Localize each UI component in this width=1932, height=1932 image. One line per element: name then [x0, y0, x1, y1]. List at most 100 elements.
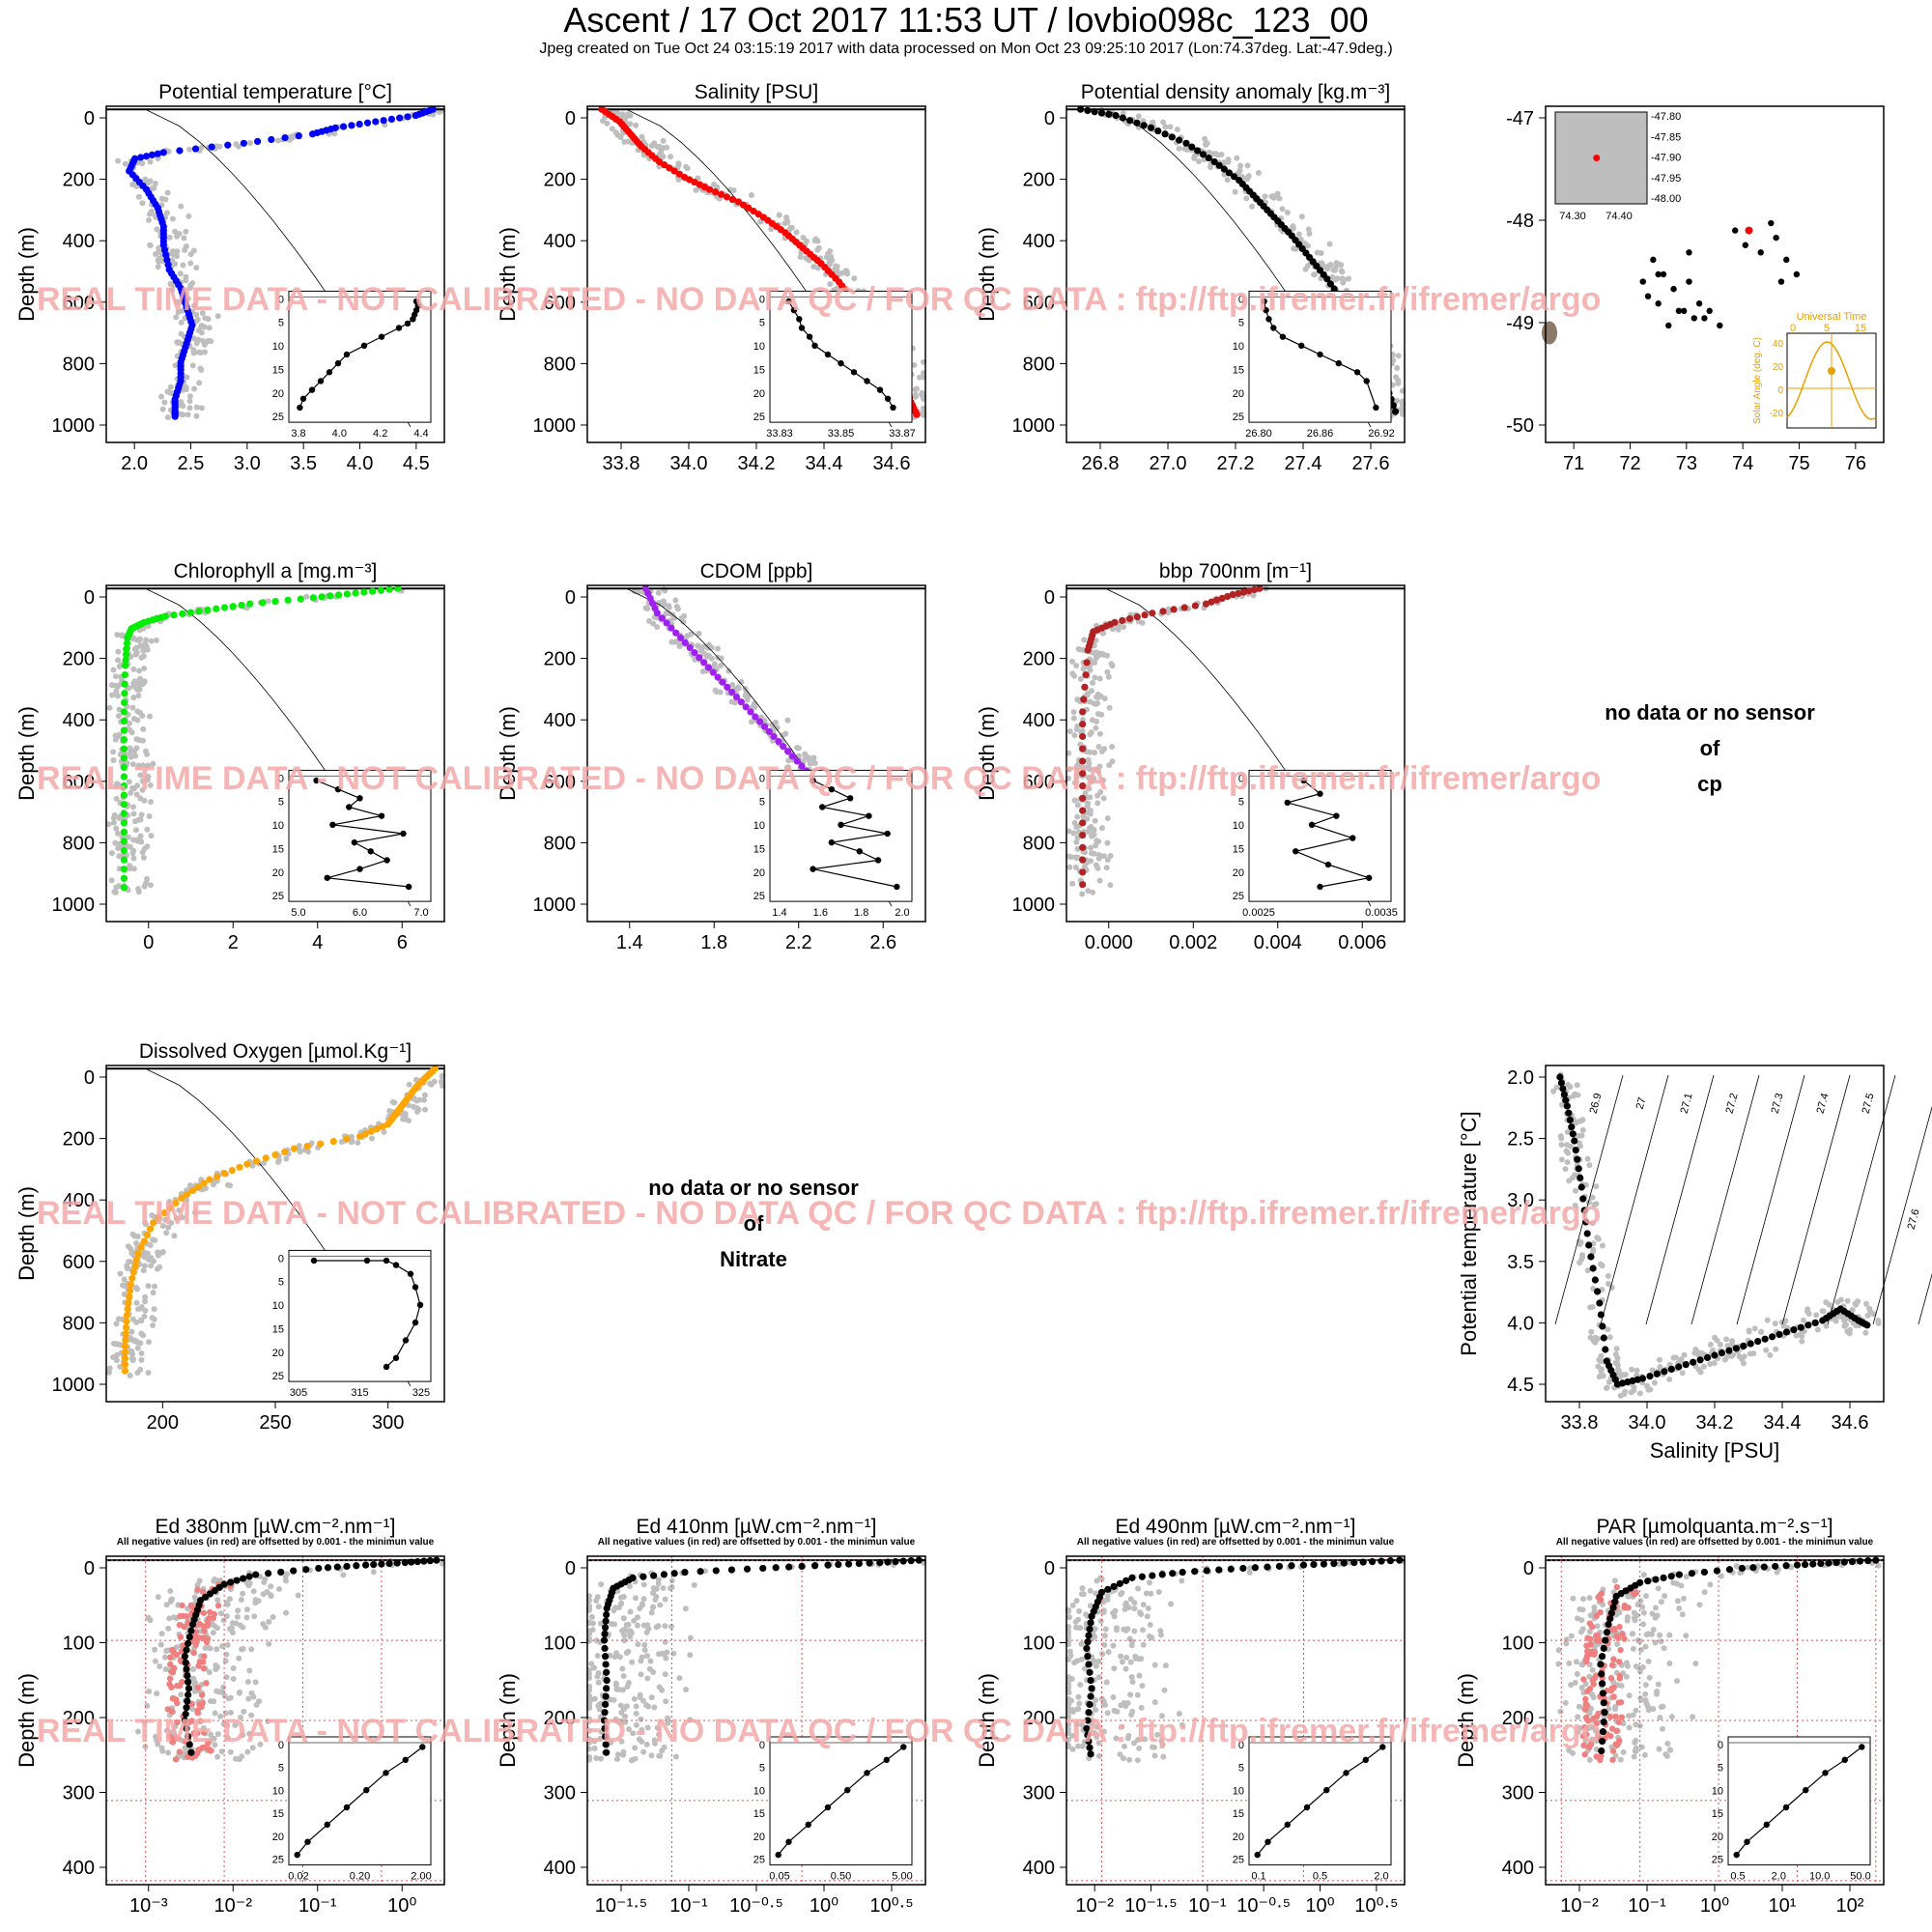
sal-inset-point — [890, 404, 896, 412]
chla-inset-point — [324, 874, 330, 881]
doxy-climatology-point — [133, 1299, 140, 1306]
watermark-row1: REAL TIME DATA - NOT CALIBRATED - NO DAT… — [37, 281, 1601, 318]
par-climatology-point — [1718, 1573, 1724, 1579]
ts-climatology-point — [1589, 1220, 1596, 1227]
solar-inset-xtick: 15 — [1855, 323, 1866, 334]
temp-ytick-label: 600 — [63, 293, 95, 314]
temp-climatology-point — [177, 270, 184, 277]
ed380-climatology-point — [213, 1646, 220, 1653]
chla-profile-point — [259, 599, 267, 607]
chla-profile-point — [120, 828, 128, 837]
ed380-profile-point — [408, 1558, 415, 1566]
par-climatology-point — [1568, 1682, 1575, 1689]
temp-climatology-point — [179, 307, 185, 314]
ed380-negative-point — [187, 1602, 195, 1609]
temp-climatology-point — [331, 130, 338, 137]
par-xtick-label: 10² — [1836, 1895, 1864, 1917]
ts-ytick-label: 3.0 — [1507, 1190, 1534, 1211]
ed490-inset-ytick: 10 — [1233, 1785, 1244, 1797]
bbp-inset-ytick: 5 — [1238, 797, 1244, 809]
cdom-ylabel: Depth (m) — [496, 706, 520, 801]
ed380-negative-point — [199, 1588, 207, 1596]
ed490-profile-point — [1203, 1567, 1210, 1575]
ed380-climatology-point — [261, 1578, 268, 1585]
bbp-profile-point — [1239, 588, 1247, 596]
ed380-inset-point — [343, 1804, 351, 1811]
chla-climatology-point — [129, 761, 136, 768]
doxy-profile-point — [160, 1209, 168, 1217]
ed490-climatology-point — [1128, 1712, 1135, 1719]
sal-profile-point — [739, 201, 748, 209]
doxy-inset-point — [407, 1270, 414, 1277]
ed380-negative-point — [188, 1700, 196, 1708]
dens-climatology-point — [1394, 364, 1401, 371]
dens-climatology-point — [1279, 206, 1286, 213]
ed490-profile-point — [1087, 1619, 1094, 1627]
ed410-profile-point — [824, 1561, 832, 1569]
bbp-inset-point — [1333, 812, 1340, 819]
ed490-profile-point — [1368, 1558, 1377, 1566]
ts-profile-point — [1591, 1276, 1599, 1284]
doxy-profile-point — [271, 1151, 279, 1159]
bbp-climatology-point — [1087, 794, 1094, 801]
ed410-climatology-point — [612, 1682, 619, 1689]
temp-climatology-point — [190, 347, 197, 354]
map-track-point — [1773, 234, 1779, 242]
dens-xtick-label: 27.4 — [1285, 453, 1322, 474]
sal-profile-point — [670, 167, 678, 175]
ts-climatology-point — [1568, 1143, 1575, 1150]
ed490-climatology-point — [1098, 1695, 1105, 1702]
ts-ytick-label: 4.5 — [1507, 1375, 1534, 1396]
par-climatology-point — [1633, 1737, 1639, 1744]
chla-profile-point — [120, 846, 128, 855]
map-track-point — [1680, 307, 1688, 315]
ts-climatology-point — [1622, 1372, 1629, 1378]
doxy-climatology-point — [179, 1214, 185, 1221]
chla-climatology-point — [137, 737, 144, 744]
bbp-profile-point — [1191, 602, 1199, 610]
ed490-climatology-point — [1119, 1659, 1125, 1665]
doxy-climatology-point — [156, 1264, 163, 1270]
ed380-climatology-point — [246, 1667, 253, 1674]
par-inset-xtick: 10.0 — [1809, 1871, 1830, 1883]
ed410-climatology-point — [591, 1738, 598, 1745]
doxy-climatology-point — [176, 1207, 183, 1213]
cdom-inset-ytick: 20 — [753, 867, 765, 879]
sal-inset-xtick: 33.83 — [766, 428, 793, 440]
doxy-climatology-point — [305, 1149, 312, 1155]
bbp-inset-ytick: 25 — [1233, 891, 1244, 902]
panel-doxy: Dissolved Oxygen [µmol.Kg⁻¹]200 250 300020… — [14, 1040, 445, 1434]
dens-profile-point — [1230, 173, 1238, 181]
par-negative-point — [1611, 1627, 1618, 1634]
doxy-climatology-point — [421, 1106, 428, 1113]
ed380-profile-point — [185, 1634, 193, 1641]
par-climatology-point — [1557, 1708, 1564, 1715]
solar-inset-ytick: -20 — [1770, 409, 1784, 419]
ed410-climatology-point — [691, 1581, 697, 1588]
chla-climatology-point — [130, 695, 137, 701]
sal-profile-point — [675, 170, 683, 178]
par-xtick-label: 10⁰ — [1700, 1895, 1729, 1917]
map-inset-ytick: -48.00 — [1651, 193, 1681, 205]
chla-climatology-point — [110, 819, 117, 826]
ed490-inset-point — [1303, 1804, 1311, 1811]
chla-profile-point — [394, 584, 402, 592]
ts-climatology-point — [1875, 1320, 1882, 1326]
ed410-climatology-point — [638, 1671, 644, 1678]
sal-inset-point — [824, 351, 832, 358]
bbp-inset-line — [1285, 780, 1370, 888]
ed410-inset-ytick: 10 — [753, 1785, 765, 1797]
ts-profile-point — [1565, 1109, 1573, 1117]
ed380-negative-point — [177, 1657, 185, 1663]
ts-climatology-point — [1593, 1183, 1600, 1190]
bbp-inset-ytick: 20 — [1233, 867, 1244, 879]
par-profile-point — [1782, 1562, 1790, 1570]
chla-profile-point — [120, 726, 128, 734]
ed380-climatology-point — [233, 1620, 240, 1627]
doxy-climatology-point — [105, 1369, 112, 1376]
bbp-profile-point — [1245, 587, 1253, 595]
ts-climatology-point — [1597, 1261, 1604, 1267]
map-xtick-label: 74 — [1732, 453, 1753, 474]
ed380-climatology-point — [265, 1718, 271, 1724]
par-profile-point — [1598, 1670, 1605, 1678]
